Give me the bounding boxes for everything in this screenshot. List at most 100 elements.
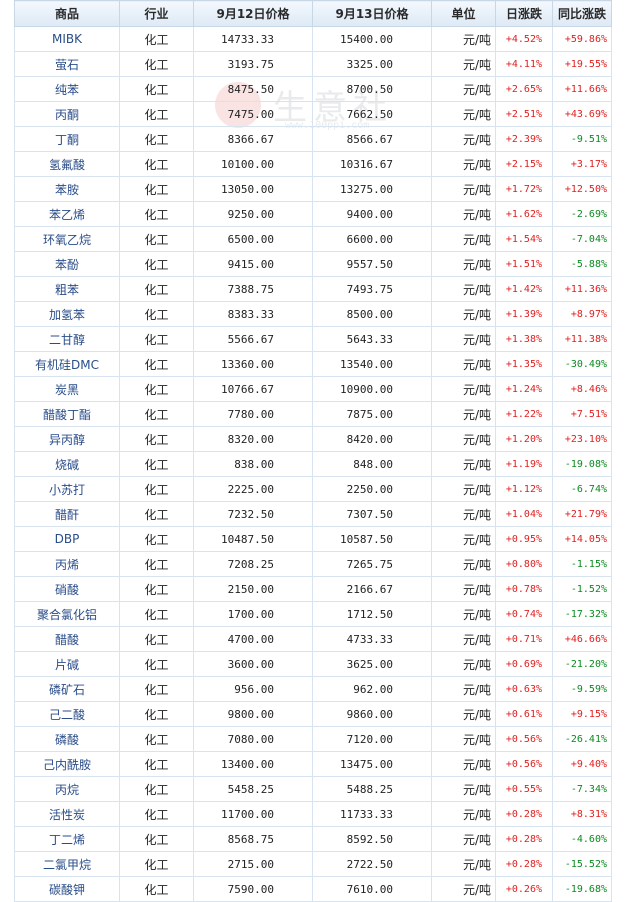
industry-cell: 化工	[119, 376, 194, 402]
price-sep13-cell: 2166.67	[312, 576, 432, 602]
product-name-link[interactable]: 二氯甲烷	[14, 851, 120, 877]
header-unit[interactable]: 单位	[431, 0, 496, 27]
daily-change-cell: +2.15%	[495, 151, 553, 177]
daily-change-cell: +1.72%	[495, 176, 553, 202]
industry-cell: 化工	[119, 201, 194, 227]
unit-cell: 元/吨	[431, 276, 496, 302]
price-sep13-cell: 10900.00	[312, 376, 432, 402]
product-name-link[interactable]: 二甘醇	[14, 326, 120, 352]
product-name-link[interactable]: 醋酸丁酯	[14, 401, 120, 427]
price-sep12-cell: 2150.00	[193, 576, 313, 602]
price-sep13-cell: 4733.33	[312, 626, 432, 652]
industry-cell: 化工	[119, 701, 194, 727]
product-name-link[interactable]: 萤石	[14, 51, 120, 77]
product-name-link[interactable]: 硝酸	[14, 576, 120, 602]
product-name-link[interactable]: 小苏打	[14, 476, 120, 502]
table-row: 硝酸 化工 2150.00 2166.67 元/吨 +0.78% -1.52%	[14, 576, 612, 602]
yoy-change-cell: +8.46%	[552, 376, 612, 402]
daily-change-cell: +1.22%	[495, 401, 553, 427]
product-name-link[interactable]: 磷酸	[14, 726, 120, 752]
industry-cell: 化工	[119, 601, 194, 627]
yoy-change-cell: -30.49%	[552, 351, 612, 377]
unit-cell: 元/吨	[431, 526, 496, 552]
daily-change-cell: +1.04%	[495, 501, 553, 527]
price-sep12-cell: 5458.25	[193, 776, 313, 802]
product-name-link[interactable]: 醋酸	[14, 626, 120, 652]
table-row: 萤石 化工 3193.75 3325.00 元/吨 +4.11% +19.55%	[14, 51, 612, 77]
product-name-link[interactable]: 己二酸	[14, 701, 120, 727]
price-sep12-cell: 10766.67	[193, 376, 313, 402]
unit-cell: 元/吨	[431, 351, 496, 377]
yoy-change-cell: +12.50%	[552, 176, 612, 202]
price-sep13-cell: 10587.50	[312, 526, 432, 552]
product-name-link[interactable]: 己内酰胺	[14, 751, 120, 777]
product-name-link[interactable]: 粗苯	[14, 276, 120, 302]
unit-cell: 元/吨	[431, 301, 496, 327]
product-name-link[interactable]: 环氧乙烷	[14, 226, 120, 252]
price-sep12-cell: 7388.75	[193, 276, 313, 302]
product-name-link[interactable]: 异丙醇	[14, 426, 120, 452]
product-name-link[interactable]: 聚合氯化铝	[14, 601, 120, 627]
table-row: 醋酸 化工 4700.00 4733.33 元/吨 +0.71% +46.66%	[14, 626, 612, 652]
unit-cell: 元/吨	[431, 451, 496, 477]
product-name-link[interactable]: 氢氟酸	[14, 151, 120, 177]
table-row: 活性炭 化工 11700.00 11733.33 元/吨 +0.28% +8.31%	[14, 801, 612, 827]
unit-cell: 元/吨	[431, 601, 496, 627]
header-yoy-change[interactable]: 同比涨跌	[552, 0, 612, 27]
daily-change-cell: +1.62%	[495, 201, 553, 227]
product-name-link[interactable]: 加氢苯	[14, 301, 120, 327]
yoy-change-cell: +43.69%	[552, 101, 612, 127]
product-name-link[interactable]: DBP	[14, 526, 120, 552]
price-sep12-cell: 8383.33	[193, 301, 313, 327]
yoy-change-cell: -5.88%	[552, 251, 612, 277]
header-industry[interactable]: 行业	[119, 0, 194, 27]
yoy-change-cell: -7.34%	[552, 776, 612, 802]
yoy-change-cell: -21.20%	[552, 651, 612, 677]
product-name-link[interactable]: 碳酸钾	[14, 876, 120, 902]
price-sep12-cell: 7080.00	[193, 726, 313, 752]
price-sep13-cell: 3625.00	[312, 651, 432, 677]
industry-cell: 化工	[119, 551, 194, 577]
yoy-change-cell: +8.31%	[552, 801, 612, 827]
header-product[interactable]: 商品	[14, 0, 120, 27]
product-name-link[interactable]: 醋酐	[14, 501, 120, 527]
price-sep12-cell: 9415.00	[193, 251, 313, 277]
header-price-sep12[interactable]: 9月12日价格	[193, 0, 313, 27]
product-name-link[interactable]: 苯胺	[14, 176, 120, 202]
header-price-sep13[interactable]: 9月13日价格	[312, 0, 432, 27]
price-sep12-cell: 8366.67	[193, 126, 313, 152]
unit-cell: 元/吨	[431, 651, 496, 677]
product-name-link[interactable]: 苯酚	[14, 251, 120, 277]
table-row: 氢氟酸 化工 10100.00 10316.67 元/吨 +2.15% +3.17%	[14, 151, 612, 177]
product-name-link[interactable]: 炭黑	[14, 376, 120, 402]
product-name-link[interactable]: 片碱	[14, 651, 120, 677]
price-sep13-cell: 7493.75	[312, 276, 432, 302]
product-name-link[interactable]: 苯乙烯	[14, 201, 120, 227]
industry-cell: 化工	[119, 151, 194, 177]
yoy-change-cell: +8.97%	[552, 301, 612, 327]
product-name-link[interactable]: 丁二烯	[14, 826, 120, 852]
product-name-link[interactable]: 丙烯	[14, 551, 120, 577]
daily-change-cell: +0.69%	[495, 651, 553, 677]
header-daily-change[interactable]: 日涨跌	[495, 0, 553, 27]
price-sep13-cell: 13540.00	[312, 351, 432, 377]
table-row: 二氯甲烷 化工 2715.00 2722.50 元/吨 +0.28% -15.52%	[14, 851, 612, 877]
unit-cell: 元/吨	[431, 401, 496, 427]
product-name-link[interactable]: 磷矿石	[14, 676, 120, 702]
price-sep12-cell: 10100.00	[193, 151, 313, 177]
product-name-link[interactable]: 烧碱	[14, 451, 120, 477]
yoy-change-cell: +21.79%	[552, 501, 612, 527]
product-name-link[interactable]: 丁酮	[14, 126, 120, 152]
price-sep12-cell: 14733.33	[193, 26, 313, 52]
product-name-link[interactable]: 丙酮	[14, 101, 120, 127]
table-row: 磷酸 化工 7080.00 7120.00 元/吨 +0.56% -26.41%	[14, 726, 612, 752]
product-name-link[interactable]: 丙烷	[14, 776, 120, 802]
product-name-link[interactable]: MIBK	[14, 26, 120, 52]
yoy-change-cell: +19.55%	[552, 51, 612, 77]
yoy-change-cell: +23.10%	[552, 426, 612, 452]
product-name-link[interactable]: 有机硅DMC	[14, 351, 120, 377]
product-name-link[interactable]: 活性炭	[14, 801, 120, 827]
product-name-link[interactable]: 纯苯	[14, 76, 120, 102]
price-sep13-cell: 5488.25	[312, 776, 432, 802]
yoy-change-cell: -6.74%	[552, 476, 612, 502]
